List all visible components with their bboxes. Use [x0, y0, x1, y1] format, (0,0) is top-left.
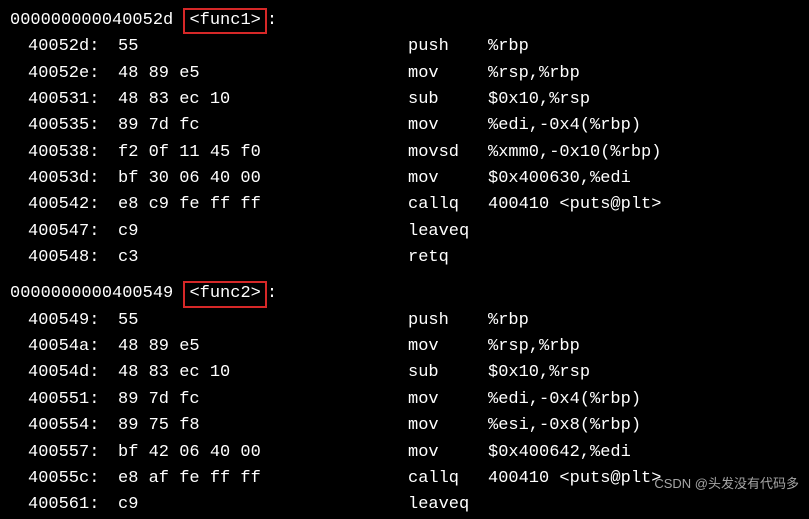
- instruction-address: 40054a:: [10, 334, 118, 360]
- function-address: 0000000000400549: [10, 281, 173, 307]
- watermark-text: CSDN @头发没有代码多: [654, 474, 799, 494]
- instruction-operands: 400410 <puts@plt>: [488, 466, 661, 492]
- instruction-bytes: f2 0f 11 45 f0: [118, 140, 408, 166]
- disasm-row: 400538:f2 0f 11 45 f0movsd%xmm0,-0x10(%r…: [10, 140, 799, 166]
- instruction-mnemonic: push: [408, 308, 488, 334]
- disasm-row: 40054a:48 89 e5mov%rsp,%rbp: [10, 334, 799, 360]
- instruction-address: 40053d:: [10, 166, 118, 192]
- disasm-row: 400551:89 7d fcmov%edi,-0x4(%rbp): [10, 387, 799, 413]
- instruction-operands: %rsp,%rbp: [488, 334, 580, 360]
- instruction-operands: %edi,-0x4(%rbp): [488, 387, 641, 413]
- disasm-row: 40053d:bf 30 06 40 00mov$0x400630,%edi: [10, 166, 799, 192]
- instruction-bytes: e8 c9 fe ff ff: [118, 192, 408, 218]
- instruction-bytes: 89 7d fc: [118, 113, 408, 139]
- instruction-bytes: 89 7d fc: [118, 387, 408, 413]
- instruction-operands: %xmm0,-0x10(%rbp): [488, 140, 661, 166]
- instruction-mnemonic: mov: [408, 440, 488, 466]
- disasm-row: 40052e:48 89 e5mov%rsp,%rbp: [10, 61, 799, 87]
- instruction-bytes: bf 42 06 40 00: [118, 440, 408, 466]
- function-header: 0000000000400549 <func2>:: [10, 281, 799, 307]
- disasm-row: 400557:bf 42 06 40 00mov$0x400642,%edi: [10, 440, 799, 466]
- instruction-operands: %esi,-0x8(%rbp): [488, 413, 641, 439]
- instruction-address: 400538:: [10, 140, 118, 166]
- instruction-address: 400531:: [10, 87, 118, 113]
- instruction-mnemonic: sub: [408, 87, 488, 113]
- disasm-row: 400547:c9leaveq: [10, 219, 799, 245]
- instruction-mnemonic: retq: [408, 245, 488, 271]
- instruction-mnemonic: callq: [408, 192, 488, 218]
- disasm-row: 400549:55push%rbp: [10, 308, 799, 334]
- instruction-operands: %rbp: [488, 308, 529, 334]
- instruction-address: 400542:: [10, 192, 118, 218]
- instruction-mnemonic: sub: [408, 360, 488, 386]
- instruction-address: 400561:: [10, 492, 118, 518]
- instruction-mnemonic: push: [408, 34, 488, 60]
- instruction-address: 400554:: [10, 413, 118, 439]
- disasm-row: 400554:89 75 f8mov%esi,-0x8(%rbp): [10, 413, 799, 439]
- instruction-address: 400548:: [10, 245, 118, 271]
- disasm-row: 400531:48 83 ec 10sub$0x10,%rsp: [10, 87, 799, 113]
- instruction-mnemonic: mov: [408, 113, 488, 139]
- instruction-bytes: c9: [118, 219, 408, 245]
- instruction-bytes: bf 30 06 40 00: [118, 166, 408, 192]
- instruction-bytes: e8 af fe ff ff: [118, 466, 408, 492]
- instruction-address: 400549:: [10, 308, 118, 334]
- instruction-operands: %rbp: [488, 34, 529, 60]
- blank-line: [10, 271, 799, 281]
- instruction-bytes: c3: [118, 245, 408, 271]
- instruction-mnemonic: mov: [408, 387, 488, 413]
- instruction-address: 400535:: [10, 113, 118, 139]
- instruction-address: 40054d:: [10, 360, 118, 386]
- instruction-mnemonic: leaveq: [408, 492, 488, 518]
- function-label-highlight: <func1>: [183, 8, 266, 34]
- instruction-mnemonic: mov: [408, 334, 488, 360]
- instruction-bytes: 48 89 e5: [118, 334, 408, 360]
- function-address: 000000000040052d: [10, 8, 173, 34]
- instruction-operands: %edi,-0x4(%rbp): [488, 113, 641, 139]
- instruction-bytes: 48 83 ec 10: [118, 87, 408, 113]
- instruction-mnemonic: callq: [408, 466, 488, 492]
- instruction-bytes: c9: [118, 492, 408, 518]
- instruction-bytes: 55: [118, 308, 408, 334]
- instruction-operands: $0x10,%rsp: [488, 87, 590, 113]
- instruction-operands: $0x400642,%edi: [488, 440, 631, 466]
- disasm-row: 400561:c9leaveq: [10, 492, 799, 518]
- disasm-row: 400535:89 7d fcmov%edi,-0x4(%rbp): [10, 113, 799, 139]
- instruction-bytes: 48 83 ec 10: [118, 360, 408, 386]
- disasm-row: 40052d:55push%rbp: [10, 34, 799, 60]
- instruction-mnemonic: mov: [408, 413, 488, 439]
- instruction-operands: %rsp,%rbp: [488, 61, 580, 87]
- instruction-bytes: 48 89 e5: [118, 61, 408, 87]
- instruction-address: 40055c:: [10, 466, 118, 492]
- instruction-operands: 400410 <puts@plt>: [488, 192, 661, 218]
- instruction-mnemonic: movsd: [408, 140, 488, 166]
- instruction-address: 40052e:: [10, 61, 118, 87]
- instruction-operands: $0x400630,%edi: [488, 166, 631, 192]
- instruction-operands: $0x10,%rsp: [488, 360, 590, 386]
- function-header: 000000000040052d <func1>:: [10, 8, 799, 34]
- disasm-row: 400542:e8 c9 fe ff ffcallq400410 <puts@p…: [10, 192, 799, 218]
- instruction-address: 400557:: [10, 440, 118, 466]
- instruction-bytes: 55: [118, 34, 408, 60]
- instruction-bytes: 89 75 f8: [118, 413, 408, 439]
- instruction-address: 40052d:: [10, 34, 118, 60]
- disassembly-listing: 000000000040052d <func1>:40052d:55push%r…: [10, 8, 799, 519]
- disasm-row: 400548:c3retq: [10, 245, 799, 271]
- colon: :: [267, 284, 277, 303]
- instruction-address: 400551:: [10, 387, 118, 413]
- colon: :: [267, 11, 277, 30]
- function-label-highlight: <func2>: [183, 281, 266, 307]
- disasm-row: 40054d:48 83 ec 10sub$0x10,%rsp: [10, 360, 799, 386]
- instruction-mnemonic: mov: [408, 166, 488, 192]
- instruction-mnemonic: mov: [408, 61, 488, 87]
- instruction-mnemonic: leaveq: [408, 219, 488, 245]
- instruction-address: 400547:: [10, 219, 118, 245]
